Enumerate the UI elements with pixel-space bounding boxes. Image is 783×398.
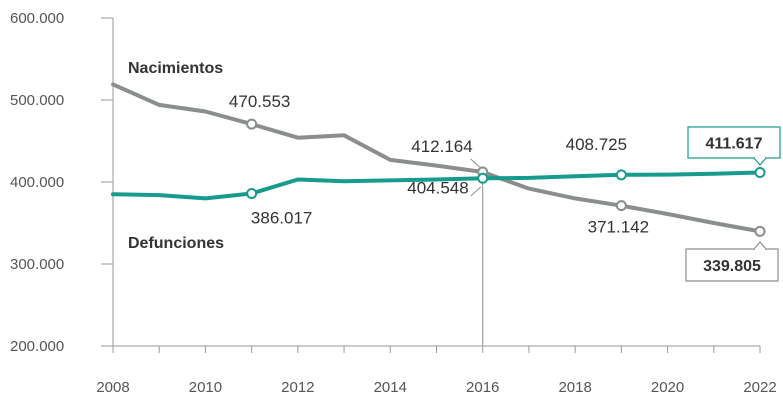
- axes: 200.000 300.000 400.000 500.000 600.000 2008 2…: [10, 10, 777, 396]
- nacimientos-point: [246, 118, 258, 130]
- end-label-pointer: [752, 241, 768, 250]
- defunciones-value-label: 404.548: [407, 178, 468, 197]
- nacimientos-value-label: 412.164: [411, 137, 472, 156]
- label-connector: [470, 158, 482, 169]
- data-labels: Nacimientos Defunciones 470.553 412.164 371.…: [128, 60, 781, 282]
- x-tick-label: 2008: [96, 379, 129, 396]
- nacimientos-line: [111, 82, 762, 234]
- label-connector: [470, 186, 482, 197]
- end-label-box: [685, 248, 779, 282]
- defunciones-series-label: Defunciones: [128, 235, 224, 252]
- x-tick-label: 2020: [651, 379, 684, 396]
- defunciones-value-label: 386.017: [251, 208, 312, 227]
- y-tick-label: 600.000: [10, 10, 64, 27]
- defunciones-point: [615, 169, 627, 181]
- nacimientos-series-label: Nacimientos: [128, 60, 223, 77]
- defunciones-point: [754, 166, 766, 178]
- nacimientos-point: [754, 225, 766, 237]
- end-label-pointer: [752, 157, 768, 166]
- x-tick-label: 2016: [466, 379, 499, 396]
- series-lines: [111, 82, 766, 237]
- x-tick-label: 2010: [189, 379, 222, 396]
- end-label-box: [687, 126, 781, 159]
- x-tick-label: 2012: [281, 379, 314, 396]
- x-tick-label: 2014: [374, 379, 407, 396]
- x-tick-label: 2018: [558, 379, 591, 396]
- end-label-text: 411.617: [706, 136, 763, 153]
- defunciones-point: [477, 172, 489, 184]
- x-tick-label: 2022: [743, 379, 776, 396]
- end-label-text: 339.805: [703, 258, 761, 275]
- y-tick-label: 300.000: [10, 256, 64, 273]
- y-tick-label: 500.000: [10, 92, 64, 109]
- nacimientos-point: [615, 200, 627, 212]
- nacimientos-value-label: 470.553: [229, 92, 290, 111]
- defunciones-point: [246, 187, 258, 199]
- y-tick-label: 400.000: [10, 174, 64, 191]
- defunciones-value-label: 408.725: [566, 135, 627, 154]
- reference-line-group: [470, 158, 484, 346]
- defunciones-end-label: 411.617: [687, 126, 781, 166]
- defunciones-line: [111, 170, 762, 201]
- y-tick-label: 200.000: [10, 338, 64, 355]
- nacimientos-value-label: 371.142: [588, 218, 649, 237]
- nacimientos-end-label: 339.805: [685, 241, 779, 282]
